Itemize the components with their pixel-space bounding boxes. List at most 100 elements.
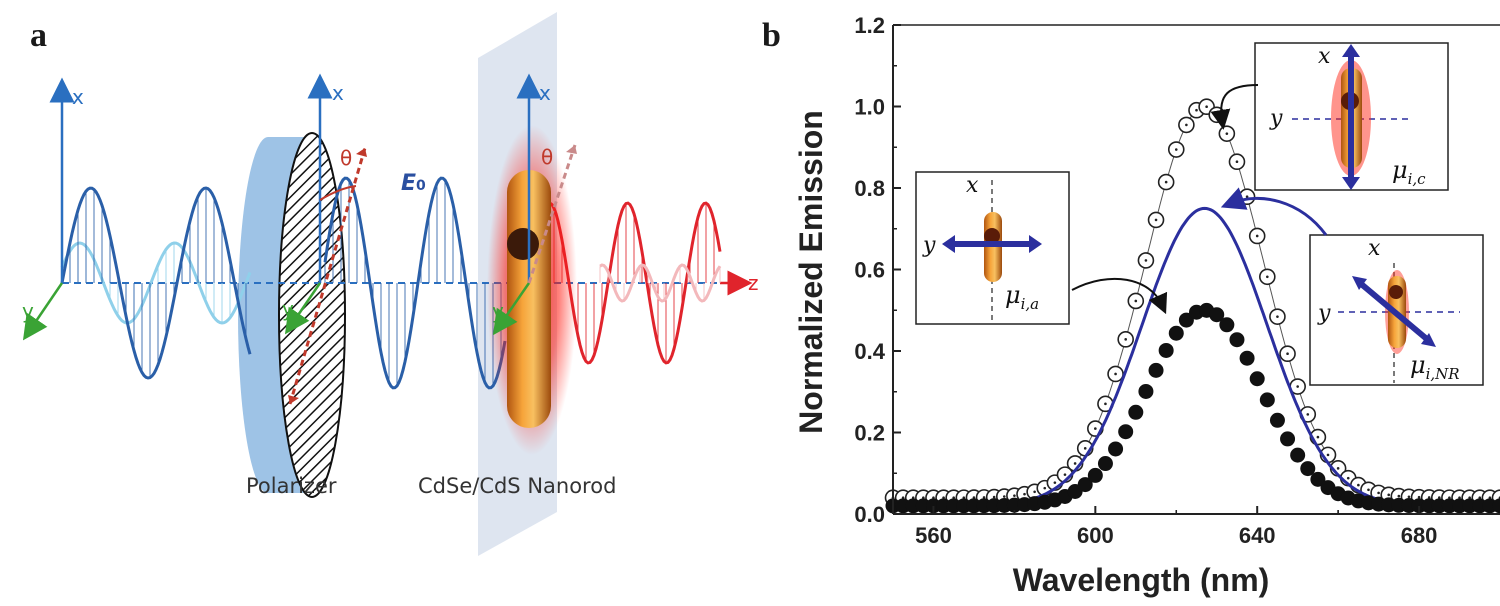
series-point-2 (1209, 307, 1225, 323)
series-point-2 (1492, 498, 1500, 514)
series-point-dot-0 (1468, 496, 1471, 499)
chart-plot-area (884, 98, 1500, 514)
inset-a-mu-label: μi,a (1005, 281, 1039, 313)
series-point-dot-0 (1326, 453, 1330, 457)
theta-label-2: θ (541, 145, 553, 169)
y-tick-label: 0.8 (854, 176, 885, 201)
inset-nr-x-label: x (1368, 236, 1381, 261)
series-point-2 (1249, 371, 1265, 387)
series-point-dot-0 (1387, 493, 1391, 497)
series-point-dot-0 (1488, 496, 1492, 499)
series-point-dot-0 (1367, 488, 1370, 492)
wave-y-component (60, 241, 252, 325)
series-point-2 (1219, 317, 1235, 333)
series-point-dot-0 (1407, 495, 1411, 499)
y-axis-2-label: y (282, 297, 294, 321)
series-point-dot-0 (1346, 476, 1350, 480)
y-tick-label: 0.0 (854, 502, 885, 527)
inset-c-y-label: y (1269, 106, 1283, 131)
wave-emission-secondary (599, 263, 722, 303)
inset-nr-mu-label: μi,NR (1410, 351, 1460, 383)
series-point-2 (1168, 325, 1184, 341)
y-tick-label: 1.2 (854, 13, 885, 38)
series-point-dot-0 (1164, 180, 1168, 184)
series-point-dot-0 (1063, 473, 1067, 476)
series-point-dot-0 (942, 496, 945, 499)
series-point-2 (1148, 362, 1164, 378)
y-tick-label: 1.0 (854, 95, 885, 120)
y-tick-label: 0.4 (854, 339, 885, 364)
series-point-2 (1300, 461, 1316, 477)
series-point-dot-0 (1205, 105, 1208, 109)
dipole-axis (527, 144, 577, 284)
x-tick-label: 640 (1239, 523, 1276, 548)
wave-transmitted (323, 176, 507, 390)
panel-b-chart: b 0.0 0.2 0.4 0.6 0.8 1.0 1.2 560 600 640 680 Wave… (762, 13, 1500, 598)
series-point-2 (1138, 383, 1154, 399)
panel-a-letter: a (30, 17, 47, 54)
inset-c-pointer (1210, 84, 1259, 130)
series-point-dot-0 (911, 496, 915, 499)
series-point-dot-0 (1043, 486, 1047, 490)
series-point-dot-0 (1235, 160, 1239, 164)
series-point-dot-0 (992, 495, 996, 499)
series-point-dot-0 (901, 496, 905, 499)
series-point-dot-0 (1458, 496, 1461, 499)
polarization-arrow-top (356, 148, 367, 157)
series-point-dot-0 (972, 496, 976, 499)
series-point-dot-0 (1114, 372, 1117, 376)
x-tick-label: 680 (1401, 523, 1438, 548)
x-tick-label: 600 (1077, 523, 1114, 548)
x-axis-title: Wavelength (nm) (1013, 562, 1270, 598)
series-point-dot-0 (1154, 218, 1158, 222)
polarizer (238, 132, 346, 498)
wave-x-component (60, 186, 252, 380)
y-axis-3 (492, 282, 531, 336)
dipole-arrow (566, 145, 577, 154)
series-point-dot-0 (1215, 113, 1219, 117)
series-point-dot-0 (1417, 495, 1421, 499)
series-point-2 (1118, 424, 1134, 440)
series-point-dot-0 (1397, 494, 1401, 498)
z-axis-label: z (748, 271, 759, 295)
series-point-dot-0 (982, 496, 986, 499)
series-point-dot-0 (1276, 315, 1279, 318)
series-point-dot-0 (922, 496, 925, 499)
inset-c-x-label: x (1318, 44, 1331, 69)
series-point-dot-0 (1073, 462, 1077, 465)
series-point-dot-0 (952, 496, 955, 499)
inset-nr-pointer (1220, 187, 1328, 236)
inset-nr: x y μi,NR (1309, 234, 1484, 386)
wave-group (60, 176, 722, 390)
inset-nr-dipole (1358, 280, 1430, 343)
y-axis-2 (284, 282, 322, 335)
series-point-2 (1097, 456, 1113, 472)
inset-c-mu-label: μi,c (1392, 156, 1426, 188)
series-point-dot-0 (1448, 496, 1451, 499)
nanorod-core (507, 228, 539, 260)
field-label: E0 (401, 171, 426, 196)
series-point-dot-0 (1296, 385, 1299, 388)
y-axis-title: Normalized Emission (793, 110, 829, 434)
series-point-dot-0 (1033, 490, 1036, 494)
series-point-2 (1239, 350, 1255, 366)
polarization-arrow-bottom (288, 395, 299, 404)
series-point-dot-0 (1104, 402, 1107, 406)
series-point-2 (1280, 431, 1296, 447)
y-axis-1-label: y (22, 299, 34, 323)
series-point-dot-0 (1002, 495, 1006, 498)
x-axis-2-label: x (332, 81, 344, 105)
panel-a-schematic: a z x x x y y y (22, 12, 759, 556)
series-point-dot-0 (1266, 275, 1269, 279)
series-point-dot-0 (1134, 299, 1138, 303)
series-point-dot-0 (1478, 496, 1482, 499)
series-point-dot-0 (1286, 352, 1289, 355)
series-point-dot-0 (1013, 494, 1016, 497)
series-point-dot-0 (1316, 435, 1320, 439)
series-point-2 (1158, 342, 1174, 358)
series-point-2 (1290, 447, 1306, 463)
series-point-dot-0 (1023, 492, 1026, 496)
series-point-dot-0 (1053, 481, 1057, 484)
series-point-2 (1087, 467, 1103, 483)
series-point-2 (1128, 404, 1144, 420)
